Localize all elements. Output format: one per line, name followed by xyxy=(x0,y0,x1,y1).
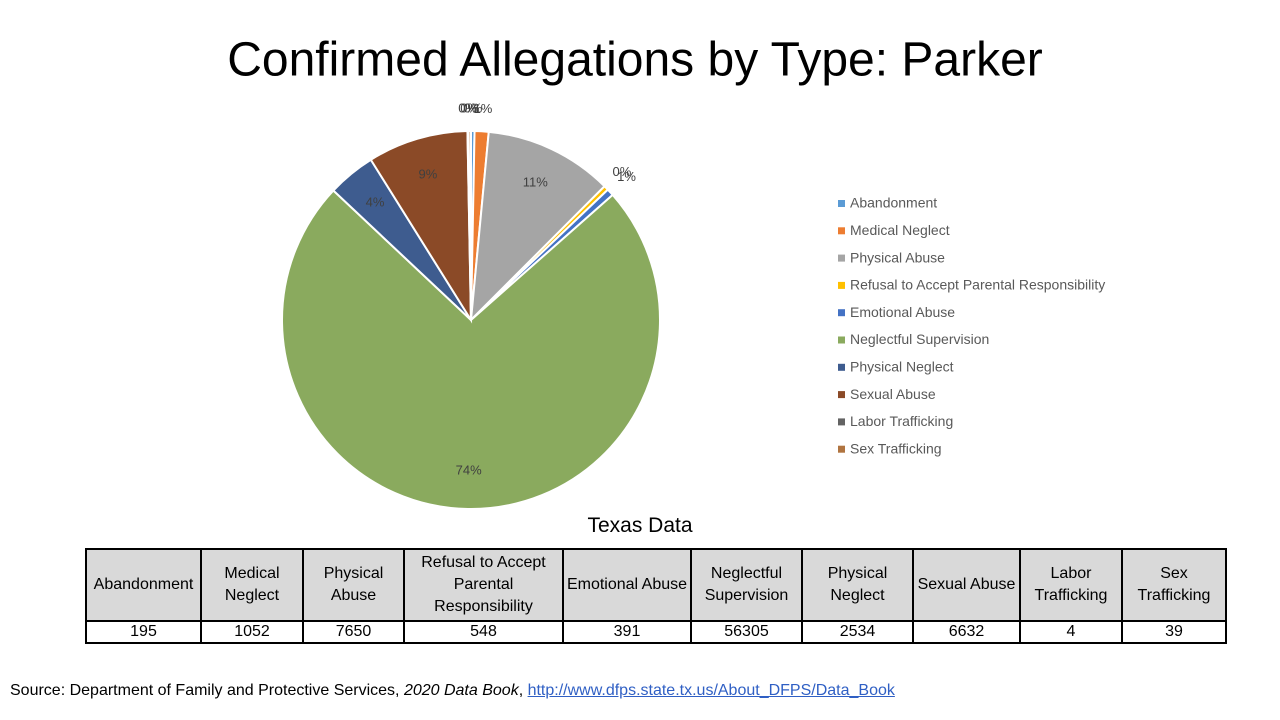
legend-swatch xyxy=(838,200,845,207)
legend-swatch xyxy=(838,336,845,344)
legend-swatch xyxy=(838,445,845,453)
header-cell: Labor Trafficking xyxy=(1019,548,1123,622)
legend-label: Neglectful Supervision xyxy=(850,331,989,347)
data-label: 0% xyxy=(464,100,483,115)
legend-swatch xyxy=(838,309,845,317)
legend-swatch xyxy=(838,227,845,235)
source-sep: , xyxy=(518,682,528,699)
header-cell: Physical Neglect xyxy=(801,548,914,622)
data-label: 74% xyxy=(456,463,482,478)
legend-swatch xyxy=(838,363,845,371)
data-row: 195 1052 7650 548 391 56305 2534 6632 4 39 xyxy=(85,620,1227,644)
header-cell: Neglectful Supervision xyxy=(690,548,803,622)
data-cell: 4 xyxy=(1019,620,1123,644)
legend-label: Refusal to Accept Parental Responsibilit… xyxy=(850,277,1105,293)
data-label: 4% xyxy=(366,195,385,210)
legend-label: Sexual Abuse xyxy=(850,386,936,402)
legend-label: Emotional Abuse xyxy=(850,304,955,320)
data-label: 11% xyxy=(523,175,548,190)
data-label: 9% xyxy=(419,166,438,181)
header-cell: Sex Trafficking xyxy=(1121,548,1227,622)
pie-slice xyxy=(281,189,661,510)
data-cell: 195 xyxy=(85,620,202,644)
data-cell: 7650 xyxy=(302,620,405,644)
legend-label: Abandonment xyxy=(850,195,937,211)
source-link[interactable]: http://www.dfps.state.tx.us/About_DFPS/D… xyxy=(527,682,895,699)
pie-slice xyxy=(467,129,472,321)
chart-title: Confirmed Allegations by Type: Parker xyxy=(227,34,1043,87)
data-cell: 391 xyxy=(562,620,692,644)
pie-slice xyxy=(369,130,473,324)
source: Source: Department of Family and Protect… xyxy=(10,682,895,700)
header-cell: Sexual Abuse xyxy=(912,548,1021,622)
data-label: 1% xyxy=(617,169,636,184)
legend-swatch xyxy=(838,418,845,426)
source-book: 2020 Data Book xyxy=(403,682,519,699)
pie-slice xyxy=(469,130,606,323)
source-text: Source: Department of Family and Protect… xyxy=(10,682,404,699)
data-label: 1% xyxy=(474,101,493,116)
legend-label: Sex Trafficking xyxy=(850,440,942,456)
data-cell: 56305 xyxy=(690,620,803,644)
header-cell: Refusal to Accept Parental Responsibilit… xyxy=(403,548,564,622)
legend-label: Labor Trafficking xyxy=(850,413,953,429)
table-title: Texas Data xyxy=(587,514,693,537)
legend-swatch xyxy=(838,254,845,262)
data-label: 0% xyxy=(460,100,479,115)
header-cell: Medical Neglect xyxy=(200,548,304,622)
data-cell: 548 xyxy=(403,620,564,644)
data-table: Abandonment Medical Neglect Physical Abuse… xyxy=(85,548,1227,644)
legend-label: Physical Abuse xyxy=(850,249,945,265)
data-label: 0% xyxy=(458,100,477,115)
header-cell: Abandonment xyxy=(85,548,202,622)
legend-swatch xyxy=(838,391,845,399)
chart: Confirmed Allegations by Type: Parker 0%… xyxy=(227,34,1105,510)
data-cell: 39 xyxy=(1121,620,1227,644)
header-row: Abandonment Medical Neglect Physical Abuse… xyxy=(85,548,1227,622)
data-cell: 6632 xyxy=(912,620,1021,644)
data-cell: 1052 xyxy=(200,620,304,644)
legend-label: Physical Neglect xyxy=(850,359,954,375)
data-cell: 2534 xyxy=(801,620,914,644)
header-cell: Emotional Abuse xyxy=(562,548,692,622)
legend-label: Medical Neglect xyxy=(850,222,950,238)
legend-swatch xyxy=(838,281,845,289)
header-cell: Physical Abuse xyxy=(302,548,405,622)
data-label: 0% xyxy=(613,164,632,179)
